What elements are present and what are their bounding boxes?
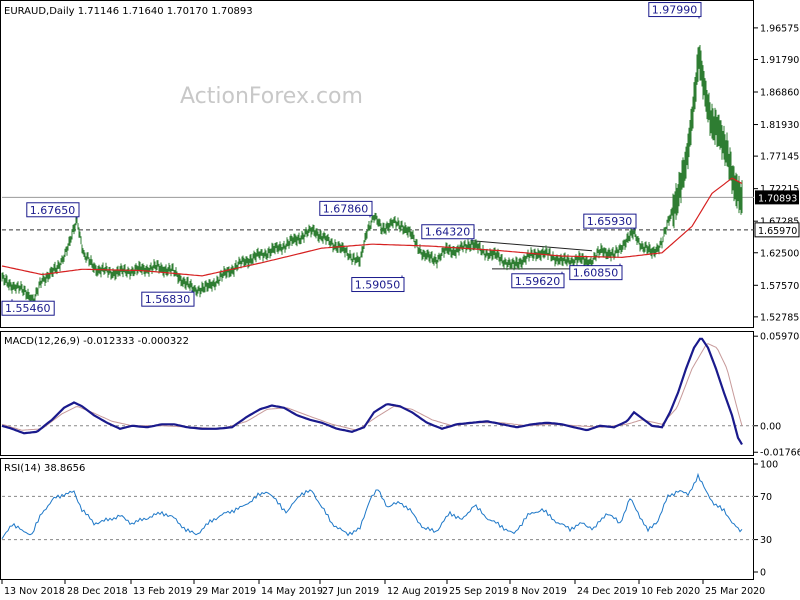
swing-label-box bbox=[1, 300, 55, 316]
swing-label-box bbox=[569, 265, 623, 281]
price-tick-label: 1.52785 bbox=[760, 312, 799, 323]
price-tick-label: 1.67285 bbox=[760, 217, 799, 228]
swing-label-text: 1.97990 bbox=[652, 4, 698, 17]
swing-label-box bbox=[511, 273, 565, 289]
rsi-line bbox=[1, 472, 743, 540]
date-tick-label: 13 Feb 2019 bbox=[133, 586, 192, 597]
date-tick-label: 25 Sep 2019 bbox=[449, 586, 509, 597]
swing-label: 1.67860 bbox=[319, 200, 373, 218]
swing-label-text: 1.64320 bbox=[425, 226, 471, 239]
swing-label: 1.65930 bbox=[583, 213, 637, 231]
trendline-0 bbox=[471, 240, 593, 252]
rsi-tick-label: 0 bbox=[760, 568, 766, 579]
rsi-tick-label: 70 bbox=[760, 492, 772, 503]
swing-label-text: 1.67860 bbox=[323, 202, 369, 215]
date-tick-label: 12 Aug 2019 bbox=[387, 586, 448, 597]
price-tick-label: 1.86860 bbox=[760, 88, 799, 99]
swing-label-box bbox=[351, 277, 405, 293]
swing-label-box bbox=[421, 224, 475, 240]
date-tick-label: 13 Nov 2018 bbox=[4, 586, 65, 597]
date-tick-label: 25 Mar 2020 bbox=[705, 586, 765, 597]
swing-label-text: 1.59620 bbox=[515, 275, 561, 288]
price-tick-label: 1.91790 bbox=[760, 55, 799, 66]
swing-label-box bbox=[319, 200, 373, 216]
swing-label: 1.55460 bbox=[1, 299, 55, 316]
swing-label: 1.59050 bbox=[351, 275, 405, 293]
macd-tick-label: 0.059708 bbox=[760, 332, 800, 343]
price-tick-label: 1.96575 bbox=[760, 23, 799, 34]
swing-label: 1.64320 bbox=[421, 224, 475, 241]
swing-label-text: 1.67650 bbox=[30, 204, 76, 217]
macd-tick-label: 0.00 bbox=[760, 421, 781, 432]
swing-label-text: 1.65930 bbox=[587, 215, 633, 228]
swing-label-box bbox=[141, 291, 195, 307]
swing-label-box bbox=[26, 202, 80, 218]
watermark: ActionForex.com bbox=[180, 84, 363, 109]
swing-label: 1.97990 bbox=[648, 2, 702, 19]
swing-label-box bbox=[648, 2, 702, 18]
rsi-tick-label: 30 bbox=[760, 535, 772, 546]
swing-label-text: 1.56830 bbox=[145, 293, 191, 306]
rsi-plot bbox=[1, 472, 754, 541]
candles bbox=[1, 45, 743, 308]
price-tick-label: 1.57570 bbox=[760, 281, 799, 292]
macd-line bbox=[1, 337, 743, 446]
swing-label: 1.56830 bbox=[141, 290, 195, 307]
support-label: 1.65970 bbox=[758, 226, 797, 237]
swing-label: 1.67650 bbox=[26, 202, 80, 219]
support-tag bbox=[754, 222, 800, 238]
last-price-tag bbox=[755, 190, 799, 205]
swing-label: 1.59620 bbox=[511, 271, 565, 289]
price-tick-label: 1.77145 bbox=[760, 152, 799, 163]
swing-label-text: 1.55460 bbox=[5, 302, 51, 315]
axes: 1.96575 1.91790 1.86860 1.81930 1.77145 1.722… bbox=[1, 23, 800, 597]
swing-label-box bbox=[583, 213, 637, 229]
last-price-label: 1.70893 bbox=[758, 193, 797, 204]
price-plot: 1.67650 1.67860 1.64320 1.65930 1.97990 1.568… bbox=[1, 2, 754, 316]
swing-label-text: 1.60850 bbox=[573, 267, 619, 280]
macd-panel-frame bbox=[0, 331, 754, 456]
macd-header: MACD(12,26,9) -0.012333 -0.000322 bbox=[4, 336, 189, 347]
swing-label: 1.60850 bbox=[569, 263, 623, 281]
date-tick-label: 28 Dec 2018 bbox=[67, 586, 128, 597]
date-tick-label: 24 Dec 2019 bbox=[577, 586, 638, 597]
price-panel-frame bbox=[0, 0, 754, 328]
price-tick-label: 1.81930 bbox=[760, 120, 799, 131]
rsi-tick-label: 100 bbox=[760, 460, 778, 471]
date-tick-label: 14 May 2019 bbox=[261, 586, 323, 597]
price-header: EURAUD,Daily 1.71146 1.71640 1.70170 1.7… bbox=[4, 6, 253, 17]
macd-plot bbox=[1, 337, 754, 446]
date-tick-label: 8 Nov 2019 bbox=[512, 586, 567, 597]
rsi-header: RSI(14) 38.8656 bbox=[4, 463, 85, 474]
price-tick-label: 1.72215 bbox=[760, 184, 799, 195]
date-tick-label: 29 Mar 2019 bbox=[196, 586, 256, 597]
date-tick-label: 27 Jun 2019 bbox=[322, 586, 379, 597]
moving-average-line bbox=[1, 177, 743, 277]
date-tick-label: 10 Feb 2020 bbox=[641, 586, 700, 597]
rsi-panel-frame bbox=[0, 458, 754, 580]
swing-label-text: 1.59050 bbox=[355, 279, 401, 292]
price-tick-label: 1.62500 bbox=[760, 248, 799, 259]
